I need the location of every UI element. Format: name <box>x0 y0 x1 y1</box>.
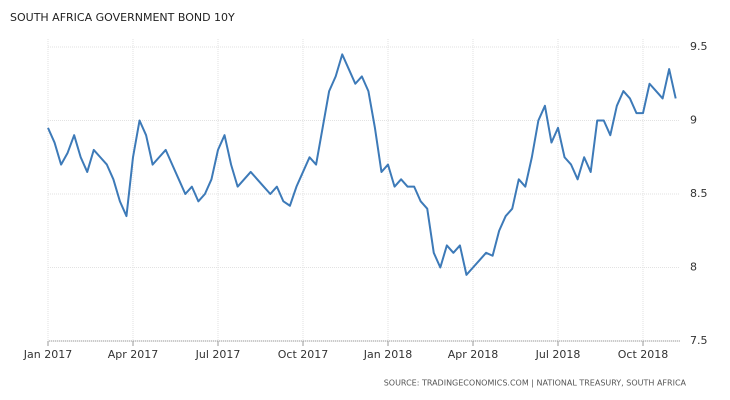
x-tick-label: Jul 2018 <box>535 348 581 361</box>
x-tick-label: Oct 2018 <box>618 348 669 361</box>
chart-title: SOUTH AFRICA GOVERNMENT BOND 10Y <box>10 11 235 24</box>
x-tick-label: Oct 2017 <box>278 348 329 361</box>
x-tick-label: Jan 2018 <box>363 348 412 361</box>
y-tick-label: 8.5 <box>690 187 708 200</box>
x-tick-label: Apr 2017 <box>108 348 159 361</box>
y-tick-label: 9 <box>690 114 697 127</box>
y-tick-label: 7.5 <box>690 334 708 347</box>
x-tick-label: Apr 2018 <box>448 348 499 361</box>
y-tick-label: 9.5 <box>690 40 708 53</box>
source-note: SOURCE: TRADINGECONOMICS.COM | NATIONAL … <box>384 379 687 388</box>
data-line <box>47 53 677 276</box>
x-tick-label: Jul 2017 <box>195 348 241 361</box>
y-tick-label: 8 <box>690 261 697 274</box>
x-tick-label: Jan 2017 <box>23 348 72 361</box>
